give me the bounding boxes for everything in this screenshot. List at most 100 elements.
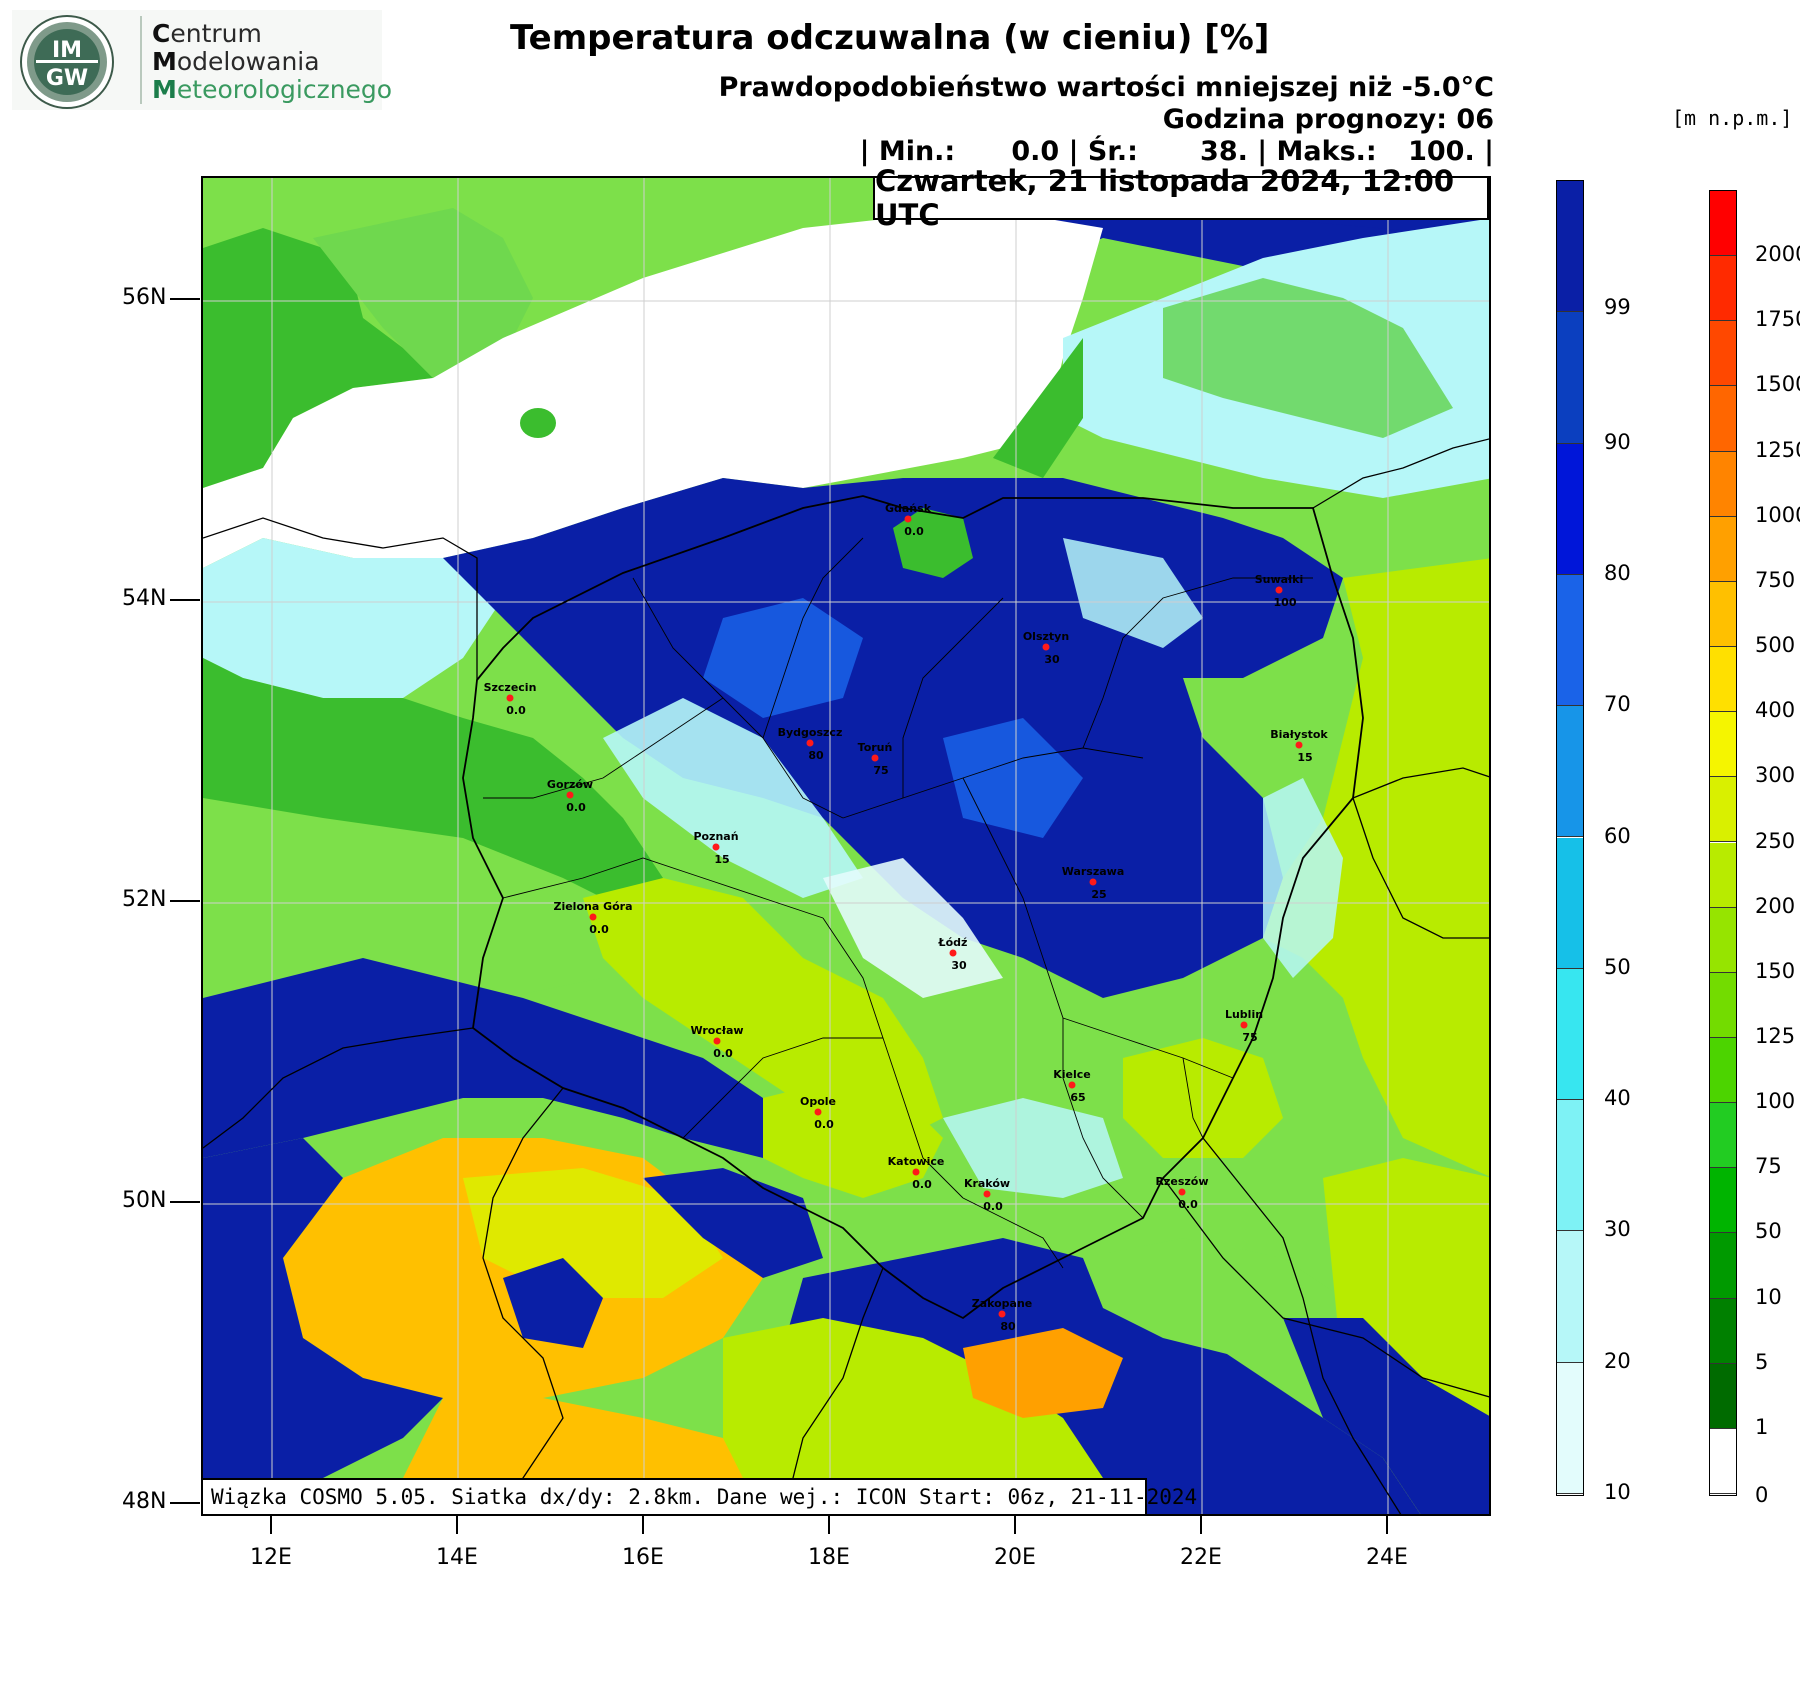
lower-silesia-yellowgreen — [583, 878, 943, 1138]
elevation-tick-label: 750 — [1755, 567, 1796, 592]
light-streak-1 — [603, 698, 863, 898]
elevation-color-band — [1710, 907, 1736, 973]
southwest-blue-lower — [203, 1138, 443, 1508]
city-name-zielona-góra: Zielona Góra — [553, 900, 632, 913]
stat-max-label: | Maks.: — [1257, 136, 1377, 167]
latitude-label-50n: 50N — [122, 1188, 167, 1213]
probability-colorbar — [1556, 180, 1584, 1496]
medium-blue-patch-1 — [703, 598, 863, 718]
longitude-tick — [1386, 1516, 1388, 1534]
longitude-tick — [1200, 1516, 1202, 1534]
city-marker-warszawa — [1089, 878, 1097, 886]
elevation-color-band — [1710, 777, 1736, 843]
probability-color-band — [1557, 1362, 1583, 1494]
longitude-tick — [456, 1516, 458, 1534]
elevation-tick-label: 1000 — [1755, 502, 1800, 527]
city-marker-opole — [814, 1108, 822, 1116]
city-marker-suwałki — [1275, 586, 1283, 594]
logo-initial-m1: M — [152, 47, 177, 76]
sea-white-band — [203, 208, 1103, 568]
city-name-zakopane: Zakopane — [972, 1297, 1033, 1310]
city-value-szczecin: 0.0 — [506, 704, 526, 717]
elevation-color-band — [1710, 1298, 1736, 1364]
chart-subtitle: Prawdopodobieństwo wartości mniejszej ni… — [718, 72, 1494, 103]
slovakia-orange-patch — [963, 1328, 1123, 1418]
longitude-label-22e: 22E — [1180, 1545, 1222, 1570]
city-value-opole: 0.0 — [814, 1118, 834, 1131]
elevation-tick-label: 1 — [1755, 1414, 1769, 1439]
elevation-tick-label: 75 — [1755, 1154, 1782, 1179]
city-name-opole: Opole — [800, 1095, 836, 1108]
probability-tick-label: 70 — [1604, 692, 1631, 717]
elevation-tick-label: 300 — [1755, 763, 1796, 788]
imgw-logo: IM GW Centrum Modelowania Meteorologiczn… — [12, 10, 392, 110]
elevation-color-band — [1710, 1037, 1736, 1104]
city-name-gorzów: Gorzów — [547, 778, 593, 791]
stat-min-label: | Min.: — [859, 136, 956, 167]
elevation-color-band — [1710, 386, 1736, 452]
city-name-kielce: Kielce — [1053, 1068, 1091, 1081]
elevation-tick-label: 200 — [1755, 893, 1796, 918]
elevation-tick-label: 250 — [1755, 828, 1796, 853]
elevation-tick-label: 1750 — [1755, 307, 1800, 332]
elevation-tick-label: 50 — [1755, 1219, 1782, 1244]
latitude-tick — [170, 298, 200, 300]
stat-avg-value: 38. — [1200, 136, 1248, 167]
probability-color-band — [1557, 443, 1583, 575]
city-marker-łódź — [949, 949, 957, 957]
city-value-olsztyn: 30 — [1044, 653, 1060, 666]
city-marker-lublin — [1240, 1021, 1248, 1029]
rzeszow-area — [1123, 1038, 1283, 1158]
city-marker-wrocław — [713, 1037, 721, 1045]
latitude-tick — [170, 1201, 200, 1203]
elevation-color-band — [1710, 1103, 1736, 1169]
elevation-tick-label: 0 — [1755, 1483, 1769, 1507]
probability-map: Gdańsk 0.0 Suwałki 100 Olsztyn 30 Szczecin 0.0 B… — [203, 178, 1489, 1514]
city-name-rzeszów: Rzeszów — [1155, 1175, 1208, 1188]
latitude-label-48n: 48N — [122, 1489, 167, 1514]
longitude-label-14e: 14E — [436, 1545, 478, 1570]
country-borders — [203, 438, 1489, 1514]
probability-tick-label: 99 — [1604, 295, 1631, 319]
probability-tick-label: 50 — [1604, 954, 1631, 979]
probability-color-band — [1557, 574, 1583, 707]
city-value-gorzów: 0.0 — [566, 801, 586, 814]
logo-word-modelowania: odelowania — [176, 47, 320, 76]
city-value-łódź: 30 — [951, 959, 967, 972]
valid-date: Czwartek, 21 listopada 2024, 12:00 UTC — [873, 164, 1489, 232]
graticule — [203, 178, 1489, 1514]
probability-color-band — [1557, 837, 1583, 969]
probability-color-band — [1557, 312, 1583, 444]
map-frame: Gdańsk 0.0 Suwałki 100 Olsztyn 30 Szczecin 0.0 B… — [201, 176, 1491, 1516]
city-name-toruń: Toruń — [858, 741, 893, 754]
city-marker-katowice — [912, 1168, 920, 1176]
czech-yellowgreen — [463, 1168, 723, 1298]
elevation-color-band — [1710, 1428, 1736, 1494]
city-marker-rzeszów — [1178, 1188, 1186, 1196]
city-marker-zielona-góra — [589, 913, 597, 921]
logo-word-centrum: entrum — [170, 19, 262, 48]
elevation-color-band — [1710, 191, 1736, 257]
stat-end: | — [1484, 136, 1494, 167]
elevation-color-band — [1710, 516, 1736, 582]
city-name-warszawa: Warszawa — [1062, 865, 1125, 878]
stat-avg-label: | Śr.: — [1068, 136, 1138, 167]
elevation-tick-label: 400 — [1755, 698, 1796, 723]
elevation-tick-label: 500 — [1755, 633, 1796, 658]
svg-text:GW: GW — [46, 66, 88, 91]
probability-tick-label: 40 — [1604, 1086, 1631, 1111]
east-land-yellowgreen — [1263, 558, 1489, 1177]
city-name-katowice: Katowice — [888, 1155, 945, 1168]
city-value-lublin: 75 — [1242, 1031, 1257, 1044]
city-value-białystok: 15 — [1297, 751, 1312, 764]
longitude-tick — [828, 1516, 830, 1534]
sweden-land — [203, 228, 433, 488]
elevation-tick-label: 100 — [1755, 1089, 1796, 1114]
city-name-suwałki: Suwałki — [1255, 573, 1304, 586]
city-value-gdańsk: 0.0 — [904, 525, 924, 538]
elevation-color-band — [1710, 972, 1736, 1038]
longitude-label-18e: 18E — [808, 1545, 850, 1570]
latitude-label-52n: 52N — [122, 887, 167, 912]
voivodeship-borders — [483, 537, 1313, 1269]
probability-color-band — [1557, 968, 1583, 1101]
